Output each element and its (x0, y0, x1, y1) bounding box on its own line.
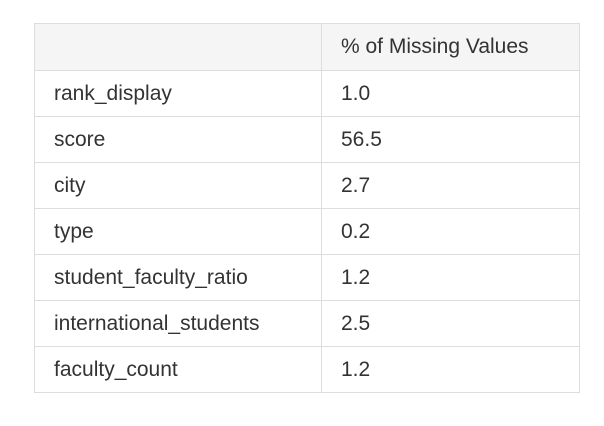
row-label: score (34, 116, 322, 163)
missing-values-table: % of Missing Values rank_display 1.0 sco… (34, 23, 580, 393)
table-row: student_faculty_ratio 1.2 (34, 254, 580, 301)
row-value: 1.2 (321, 346, 580, 393)
header-index-cell (34, 23, 322, 71)
row-value: 2.5 (321, 300, 580, 347)
table-row: rank_display 1.0 (34, 70, 580, 117)
table-row: international_students 2.5 (34, 300, 580, 347)
table-row: score 56.5 (34, 116, 580, 163)
row-label: faculty_count (34, 346, 322, 393)
header-missing-values: % of Missing Values (321, 23, 580, 71)
table-row: faculty_count 1.2 (34, 346, 580, 393)
row-label: type (34, 208, 322, 255)
row-value: 1.0 (321, 70, 580, 117)
table-row: city 2.7 (34, 162, 580, 209)
row-label: international_students (34, 300, 322, 347)
row-label: city (34, 162, 322, 209)
row-label: student_faculty_ratio (34, 254, 322, 301)
row-label: rank_display (34, 70, 322, 117)
row-value: 0.2 (321, 208, 580, 255)
table-row: type 0.2 (34, 208, 580, 255)
row-value: 2.7 (321, 162, 580, 209)
row-value: 56.5 (321, 116, 580, 163)
row-value: 1.2 (321, 254, 580, 301)
table-header-row: % of Missing Values (34, 23, 580, 71)
